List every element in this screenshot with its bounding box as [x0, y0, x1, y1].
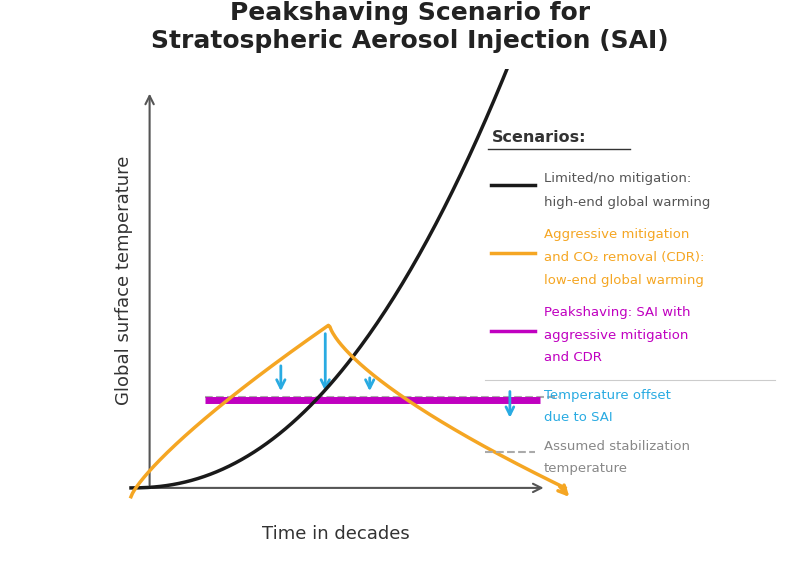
- Text: Temperature offset: Temperature offset: [544, 388, 670, 402]
- Text: Aggressive mitigation: Aggressive mitigation: [544, 227, 689, 241]
- Text: temperature: temperature: [544, 462, 628, 474]
- Text: high-end global warming: high-end global warming: [544, 196, 710, 209]
- Text: low-end global warming: low-end global warming: [544, 274, 704, 287]
- Text: due to SAI: due to SAI: [544, 411, 612, 424]
- Text: Scenarios:: Scenarios:: [491, 130, 586, 145]
- Text: Assumed stabilization: Assumed stabilization: [544, 439, 690, 453]
- Text: Global surface temperature: Global surface temperature: [114, 156, 133, 405]
- Title: Peakshaving Scenario for
Stratospheric Aerosol Injection (SAI): Peakshaving Scenario for Stratospheric A…: [151, 1, 669, 53]
- Text: aggressive mitigation: aggressive mitigation: [544, 328, 688, 342]
- Text: Peakshaving: SAI with: Peakshaving: SAI with: [544, 306, 690, 319]
- Text: and CDR: and CDR: [544, 351, 602, 364]
- Text: and CO₂ removal (CDR):: and CO₂ removal (CDR):: [544, 251, 704, 264]
- Text: Limited/no mitigation:: Limited/no mitigation:: [544, 172, 691, 186]
- Text: Time in decades: Time in decades: [262, 525, 410, 543]
